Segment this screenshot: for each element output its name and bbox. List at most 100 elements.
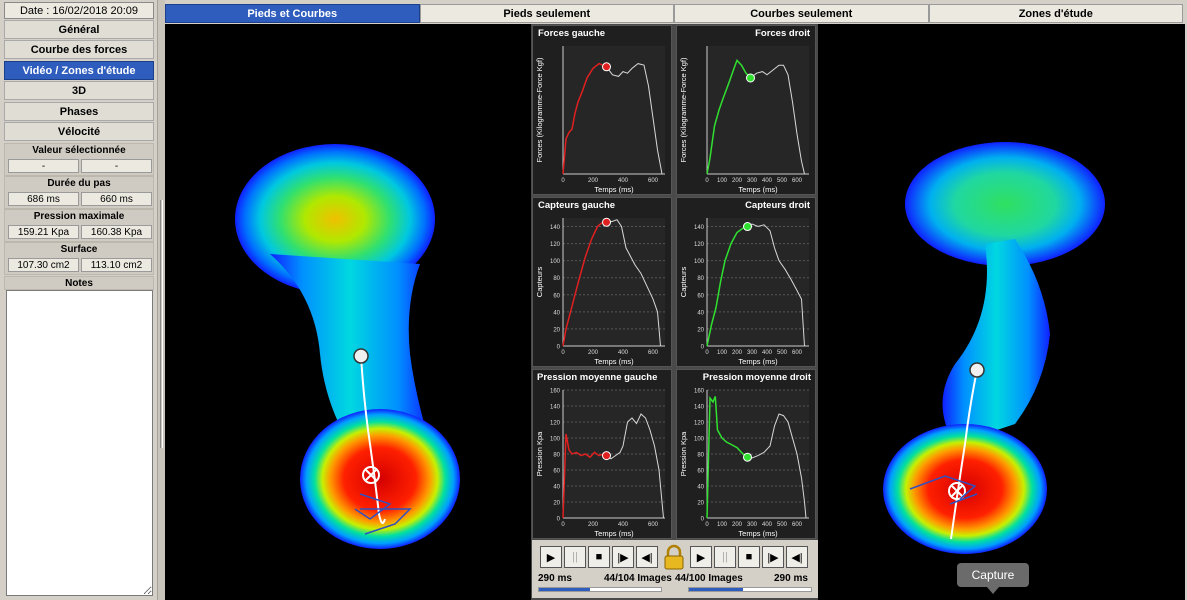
splitter-grip[interactable]: [160, 200, 163, 448]
surface-title: Surface: [60, 244, 98, 255]
x-tick-label: 500: [777, 522, 788, 528]
plot-area: [563, 46, 665, 174]
nav-velocity-button[interactable]: Vélocité: [4, 122, 154, 141]
y-axis-label: Pression Kpa: [535, 431, 544, 476]
y-tick-label: 40: [697, 310, 704, 316]
x-tick-label: 0: [561, 178, 565, 184]
notes-textarea[interactable]: [6, 290, 153, 596]
y-tick-label: 20: [553, 501, 560, 507]
right-image-counter: 44/100 Images: [675, 573, 743, 584]
nav-3d-button[interactable]: 3D: [4, 81, 154, 100]
y-tick-label: 0: [701, 345, 705, 351]
capture-tooltip[interactable]: Capture: [957, 563, 1029, 594]
chart-panel-pressure-right: 0 20 40 60 80 100 120 140 160 0 100 200 300 400 500 600…: [676, 369, 816, 539]
y-tick-label: 80: [697, 276, 704, 282]
x-tick-label: 300: [747, 178, 758, 184]
right-footprint: [883, 142, 1105, 554]
right-progress-fill: [689, 588, 743, 591]
left-pause-button[interactable]: ||: [564, 546, 586, 568]
y-tick-label: 120: [550, 242, 561, 248]
view-tabs: Pieds et Courbes Pieds seulement Courbes…: [165, 4, 1183, 23]
plot-area: [563, 218, 665, 346]
chart-panel-pressure-left: 0 20 40 60 80 100 120 140 160 0 200 400 600 Temps (ms…: [532, 369, 672, 539]
left-progress-fill: [539, 588, 591, 591]
series-line-elapsed: [706, 225, 748, 347]
series-line-remaining: [750, 64, 805, 175]
nav-force-curve-button[interactable]: Courbe des forces: [4, 40, 154, 59]
y-axis-label: Forces (Kilogramme-Force Kgf): [679, 57, 688, 163]
tab-feet-and-curves[interactable]: Pieds et Courbes: [165, 4, 420, 23]
x-tick-label: 600: [792, 522, 803, 528]
left-cop-marker: [362, 466, 380, 484]
left-image-counter: 44/104 Images: [604, 573, 672, 584]
x-axis-label: Temps (ms): [738, 357, 778, 366]
y-tick-label: 100: [694, 437, 705, 443]
x-tick-label: 600: [792, 350, 803, 356]
y-tick-label: 100: [550, 437, 561, 443]
x-tick-label: 300: [747, 522, 758, 528]
nav-phases-button[interactable]: Phases: [4, 102, 154, 121]
x-tick-label: 400: [762, 350, 773, 356]
right-progress-bar[interactable]: [688, 587, 812, 592]
surface-right: 113.10 cm2: [81, 258, 152, 272]
y-tick-label: 100: [694, 259, 705, 265]
left-stop-button[interactable]: ■: [588, 546, 610, 568]
x-tick-label: 0: [705, 522, 709, 528]
series-line-elapsed: [706, 59, 752, 175]
chart-title-pressure-left: Pression moyenne gauche: [537, 372, 658, 383]
right-step-forward-button[interactable]: |▶: [762, 546, 784, 568]
y-tick-label: 20: [697, 327, 704, 333]
y-tick-label: 140: [694, 405, 705, 411]
left-step-forward-button[interactable]: |▶: [612, 546, 634, 568]
left-play-button[interactable]: ▶: [540, 546, 562, 568]
right-cop-path: [950, 369, 978, 540]
y-tick-label: 40: [553, 485, 560, 491]
notes-title: Notes: [4, 276, 154, 290]
selected-value-left: -: [8, 159, 79, 173]
y-tick-label: 80: [553, 453, 560, 459]
charts-panel: 0 200 400 600 Temps (ms) Forces (Kilogramme-F…: [531, 24, 818, 600]
right-play-button[interactable]: ▶: [690, 546, 712, 568]
left-step-back-button[interactable]: ◀|: [636, 546, 658, 568]
x-tick-label: 600: [648, 178, 659, 184]
x-tick-label: 0: [705, 178, 709, 184]
date-display: Date : 16/02/2018 20:09: [4, 2, 154, 19]
x-tick-label: 500: [777, 350, 788, 356]
right-pause-button[interactable]: ||: [714, 546, 736, 568]
y-tick-label: 120: [694, 242, 705, 248]
y-tick-label: 20: [697, 501, 704, 507]
right-step-back-button[interactable]: ◀|: [786, 546, 808, 568]
x-tick-label: 0: [561, 350, 565, 356]
selected-value-right: -: [81, 159, 152, 173]
y-tick-label: 60: [697, 469, 704, 475]
left-progress-bar[interactable]: [538, 587, 662, 592]
y-tick-label: 140: [550, 225, 561, 231]
pressure-heatmaps: [235, 142, 1105, 554]
chart-title-forces-left: Forces gauche: [538, 28, 606, 39]
tab-study-zones[interactable]: Zones d'étude: [928, 4, 1183, 23]
current-time-marker: [602, 62, 611, 72]
nav-video-zones-button[interactable]: Vidéo / Zones d'étude: [4, 61, 154, 80]
chart-panel-forces-left: 0 200 400 600 Temps (ms) Forces (Kilogramme-F…: [532, 25, 672, 195]
x-tick-label: 400: [618, 178, 629, 184]
series-line-remaining: [606, 219, 661, 347]
nav-general-button[interactable]: Général: [4, 20, 154, 39]
x-tick-label: 600: [648, 350, 659, 356]
y-axis-label: Capteurs: [535, 267, 544, 298]
tab-feet-only[interactable]: Pieds seulement: [419, 4, 674, 23]
tab-curves-only[interactable]: Courbes seulement: [674, 4, 929, 23]
right-cop-marker: [948, 482, 966, 500]
y-tick-label: 140: [550, 405, 561, 411]
x-tick-label: 600: [792, 178, 803, 184]
chart-title-pressure-right: Pression moyenne droit: [702, 372, 811, 383]
sidebar-splitter[interactable]: [157, 0, 165, 600]
sync-lock-icon[interactable]: [662, 544, 686, 570]
step-duration-left: 686 ms: [8, 192, 79, 206]
surface-left: 107.30 cm2: [8, 258, 79, 272]
step-duration-right: 660 ms: [81, 192, 152, 206]
plot-area: [707, 46, 809, 174]
right-stop-button[interactable]: ■: [738, 546, 760, 568]
playback-controls: ▶ || ■ |▶ ◀| ▶ || ■ |▶ ◀| 290 ms 44/104 …: [532, 540, 818, 598]
y-tick-label: 20: [553, 327, 560, 333]
